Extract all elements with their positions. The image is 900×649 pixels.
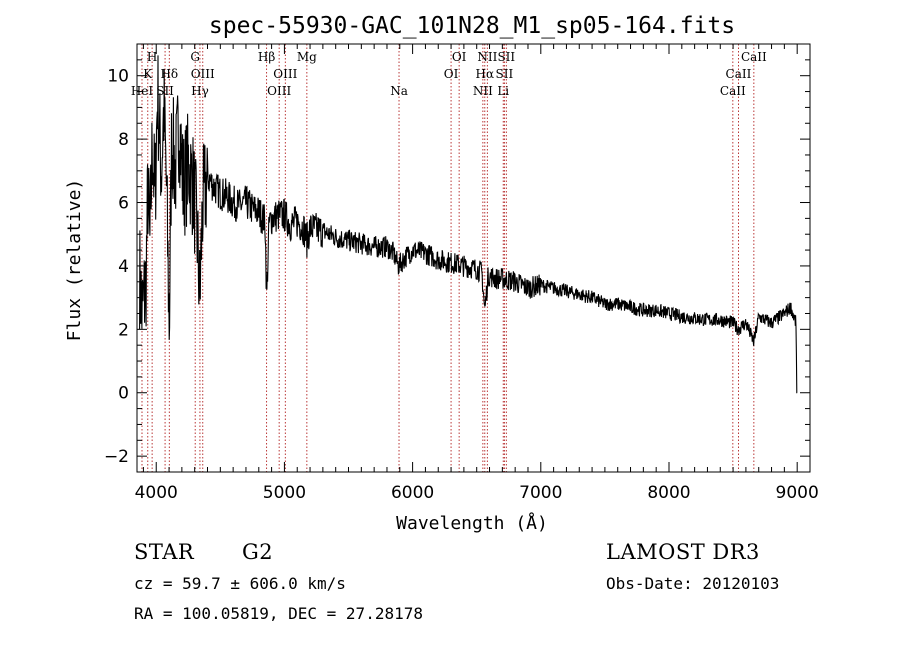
label-hγ: Hγ — [191, 84, 209, 98]
label-caii: CaII — [726, 67, 752, 81]
label-nii: NII — [473, 84, 493, 98]
label-oiii: OIII — [191, 67, 215, 81]
flux-spectrum-line — [139, 55, 798, 394]
y-tick-label: 6 — [118, 194, 129, 214]
label-h: H — [147, 50, 157, 64]
label-mg: Mg — [297, 50, 317, 64]
label-k: K — [143, 67, 153, 81]
label-nii: NII — [477, 50, 497, 64]
y-tick-label: −2 — [104, 447, 129, 467]
x-tick-label: 9000 — [776, 483, 819, 503]
object-subclass: G2 — [242, 540, 274, 564]
x-tick-label: 7000 — [519, 483, 562, 503]
object-class: STAR — [134, 540, 195, 564]
y-tick-label: 2 — [118, 320, 129, 340]
survey-name: LAMOST DR3 — [606, 540, 760, 564]
plot-frame — [136, 43, 811, 473]
y-tick-label: 4 — [118, 257, 129, 277]
label-oiii: OIII — [273, 67, 297, 81]
label-caii: CaII — [720, 84, 746, 98]
label-oi: OI — [452, 50, 467, 64]
label-oiii: OIII — [267, 84, 291, 98]
label-sii: SII — [156, 84, 174, 98]
y-tick-label: 10 — [107, 67, 129, 87]
label-hα: Hα — [475, 67, 494, 81]
x-axis-label: Wavelength (Å) — [396, 512, 548, 534]
y-axis-label: Flux (relative) — [64, 179, 85, 342]
x-tick-label: 5000 — [263, 483, 306, 503]
label-hei: HeI — [131, 84, 154, 98]
label-hβ: Hβ — [258, 50, 275, 64]
y-tick-label: 8 — [118, 130, 129, 150]
spectral-line-labels: HeIKHSIIHδGHγOIIIHβOIIIOIIIMgNaOIOINIIHα… — [131, 50, 767, 98]
observation-date: Obs-Date: 20120103 — [606, 574, 780, 593]
label-sii: SII — [497, 50, 515, 64]
x-tick-label: 6000 — [391, 483, 434, 503]
axis-ticks: 4000 5000 6000 7000 8000 9000 −2 0 2 4 6 8 10 — [104, 43, 819, 503]
y-tick-label: 0 — [118, 384, 129, 404]
label-hδ: Hδ — [160, 67, 178, 81]
x-tick-label: 4000 — [135, 483, 178, 503]
chart-title: spec-55930-GAC_101N28_M1_sp05-164.fits — [209, 13, 735, 39]
coordinates-readout: RA = 100.05819, DEC = 27.28178 — [134, 604, 423, 623]
label-na: Na — [390, 84, 408, 98]
label-caii: CaII — [741, 50, 767, 64]
label-g: G — [190, 50, 200, 64]
label-sii: SII — [496, 67, 514, 81]
x-tick-label: 8000 — [647, 483, 690, 503]
label-oi: OI — [444, 67, 459, 81]
label-li: Li — [497, 84, 509, 98]
redshift-readout: cz = 59.7 ± 606.0 km/s — [134, 574, 346, 593]
